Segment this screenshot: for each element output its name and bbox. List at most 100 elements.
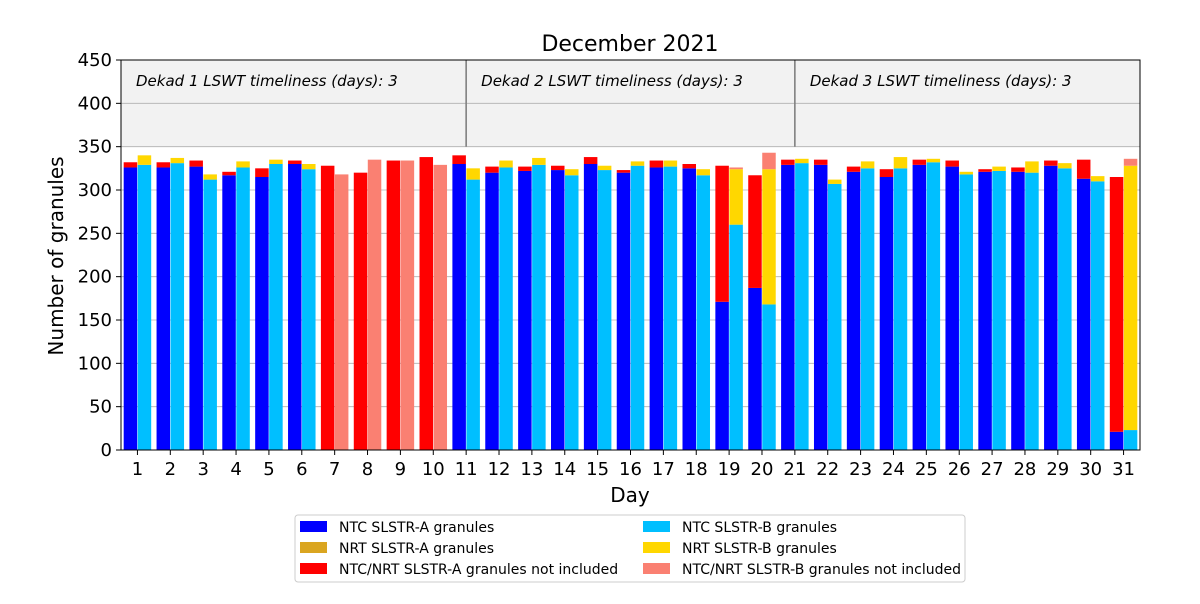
y-tick-label: 200 (78, 267, 112, 288)
y-tick-label: 400 (78, 93, 112, 114)
bar-segment-ntc-slstr-a-granules-day-25 (912, 164, 927, 450)
bar-segment-ntc-nrt-slstr-a-granules-not-included-day-11 (452, 155, 466, 164)
bar-segment-ntc-slstr-a-granules-day-11 (452, 164, 466, 450)
bar-segment-nrt-slstr-b-granules-day-5 (269, 159, 283, 164)
bar-segment-ntc-slstr-a-granules-day-12 (485, 172, 499, 450)
bar-segment-ntc-slstr-a-granules-day-23 (846, 171, 861, 451)
x-tick-label: 4 (230, 459, 241, 480)
bar-segment-ntc-nrt-slstr-a-granules-not-included-day-4 (222, 171, 236, 176)
bar-segment-ntc-slstr-b-granules-day-26 (959, 174, 973, 450)
dekad-label: Dekad 2 LSWT timeliness (days): 3 (481, 72, 743, 90)
bar-segment-nrt-slstr-b-granules-day-20 (762, 169, 776, 305)
bar-segment-nrt-slstr-b-granules-day-28 (1025, 161, 1039, 173)
legend-label: NRT SLSTR-A granules (339, 541, 494, 557)
bar-segment-ntc-nrt-slstr-b-granules-not-included-day-8 (367, 159, 382, 450)
legend-box (294, 514, 966, 583)
bar-segment-ntc-slstr-b-granules-day-21 (795, 163, 809, 450)
bar-segment-ntc-nrt-slstr-a-granules-not-included-day-18 (682, 164, 696, 169)
bar-segment-ntc-nrt-slstr-a-granules-not-included-day-19 (715, 165, 729, 302)
bar-segment-ntc-slstr-a-granules-day-6 (288, 164, 302, 450)
legend-swatch-ntc-nrt-slstr-b-granules-not-included (643, 563, 670, 574)
x-tick-label: 3 (197, 459, 208, 480)
bar-segment-ntc-nrt-slstr-a-granules-not-included-day-31 (1109, 177, 1124, 432)
bar-segment-ntc-nrt-slstr-a-granules-not-included-day-14 (551, 165, 565, 171)
bar-segment-ntc-nrt-slstr-b-granules-not-included-day-20 (762, 152, 776, 170)
bar-segment-ntc-nrt-slstr-a-granules-not-included-day-28 (1011, 167, 1025, 172)
legend-label: NTC/NRT SLSTR-A granules not included (339, 562, 618, 578)
x-tick-label: 9 (395, 459, 406, 480)
bar-segment-nrt-slstr-b-granules-day-14 (565, 169, 579, 176)
x-tick-label: 19 (718, 459, 741, 480)
bar-segment-ntc-slstr-b-granules-day-28 (1025, 172, 1039, 450)
x-tick-label: 7 (329, 459, 340, 480)
bar-segment-ntc-nrt-slstr-b-granules-not-included-day-10 (433, 164, 448, 450)
bar-segment-ntc-slstr-a-granules-day-19 (715, 301, 729, 450)
bar-segment-nrt-slstr-b-granules-day-22 (827, 179, 842, 184)
legend-label: NTC SLSTR-B granules (682, 520, 837, 536)
bar-segment-ntc-nrt-slstr-a-granules-not-included-day-2 (156, 162, 171, 168)
x-tick-label: 6 (296, 459, 307, 480)
bar-segment-ntc-slstr-a-granules-day-28 (1011, 171, 1025, 451)
bar-segment-nrt-slstr-b-granules-day-31 (1123, 165, 1138, 431)
bar-segment-ntc-nrt-slstr-b-granules-not-included-day-9 (400, 160, 415, 451)
bar-segment-ntc-nrt-slstr-a-granules-not-included-day-9 (386, 160, 401, 451)
x-tick-label: 16 (619, 459, 642, 480)
x-tick-label: 20 (751, 459, 774, 480)
x-tick-label: 8 (362, 459, 373, 480)
bar-segment-ntc-slstr-a-granules-day-5 (255, 177, 269, 450)
x-tick-label: 17 (652, 459, 675, 480)
bar-segment-ntc-nrt-slstr-a-granules-not-included-day-23 (846, 166, 861, 172)
x-tick-label: 1 (132, 459, 143, 480)
bar-segment-nrt-slstr-b-granules-day-17 (663, 160, 678, 167)
bar-segment-ntc-slstr-b-granules-day-23 (860, 168, 875, 451)
x-tick-label: 13 (520, 459, 543, 480)
x-tick-label: 26 (948, 459, 971, 480)
bar-segment-nrt-slstr-b-granules-day-24 (893, 157, 908, 169)
bar-segment-ntc-slstr-b-granules-day-22 (827, 183, 842, 450)
bar-segment-ntc-nrt-slstr-a-granules-not-included-day-3 (189, 160, 203, 167)
legend-swatch-nrt-slstr-a-granules (300, 542, 327, 553)
y-tick-label: 150 (78, 310, 112, 331)
x-tick-label: 18 (685, 459, 708, 480)
bar-segment-ntc-nrt-slstr-a-granules-not-included-day-27 (978, 169, 992, 172)
bar-segment-ntc-slstr-a-granules-day-21 (781, 164, 795, 450)
bar-segment-nrt-slstr-b-granules-day-23 (860, 161, 875, 169)
bar-segment-ntc-slstr-b-granules-day-13 (532, 164, 546, 450)
bar-segment-ntc-nrt-slstr-b-granules-not-included-day-19 (729, 167, 743, 170)
y-tick-label: 50 (89, 397, 112, 418)
bar-segment-nrt-slstr-b-granules-day-3 (203, 174, 217, 180)
bar-segment-ntc-nrt-slstr-b-granules-not-included-day-7 (334, 174, 349, 450)
bar-segment-ntc-slstr-b-granules-day-30 (1090, 181, 1105, 451)
x-axis-title: Day (610, 483, 650, 507)
bar-segment-ntc-nrt-slstr-a-granules-not-included-day-30 (1076, 159, 1091, 179)
bar-segment-ntc-slstr-a-granules-day-20 (748, 287, 762, 450)
x-tick-label: 11 (455, 459, 478, 480)
bar-segment-ntc-slstr-b-granules-day-25 (926, 162, 941, 450)
bar-segment-ntc-slstr-a-granules-day-31 (1109, 431, 1124, 450)
bar-segment-ntc-slstr-a-granules-day-13 (518, 170, 532, 450)
bar-segment-ntc-nrt-slstr-a-granules-not-included-day-8 (353, 172, 368, 450)
y-tick-label: 100 (78, 353, 112, 374)
bar-segment-ntc-slstr-a-granules-day-29 (1044, 165, 1058, 450)
bar-segment-nrt-slstr-b-granules-day-13 (532, 157, 546, 165)
bar-segment-nrt-slstr-b-granules-day-18 (696, 169, 710, 176)
x-tick-label: 12 (488, 459, 511, 480)
x-tick-label: 23 (849, 459, 872, 480)
bar-segment-ntc-slstr-a-granules-day-27 (978, 171, 992, 451)
bar-segment-nrt-slstr-b-granules-day-29 (1058, 163, 1072, 169)
plot-frame (120, 59, 1141, 451)
bar-segment-ntc-slstr-b-granules-day-2 (170, 163, 185, 450)
plot-area: 0 50 100 150 200 250 300 350 400 450 Dekad 1 LSWT … (78, 50, 1141, 480)
bar-segment-ntc-slstr-a-granules-day-26 (945, 166, 959, 450)
bar-segment-ntc-slstr-a-granules-day-4 (222, 175, 236, 450)
bar-segment-ntc-slstr-b-granules-day-5 (269, 164, 283, 450)
bar-segment-ntc-slstr-a-granules-day-2 (156, 167, 171, 450)
bar-segment-nrt-slstr-b-granules-day-30 (1090, 176, 1105, 182)
bar-segment-ntc-slstr-a-granules-day-15 (583, 164, 598, 450)
x-tick-label: 2 (165, 459, 176, 480)
bar-segment-ntc-nrt-slstr-a-granules-not-included-day-5 (255, 168, 269, 177)
legend-label: NRT SLSTR-B granules (682, 541, 837, 557)
legend-swatch-nrt-slstr-b-granules (643, 542, 670, 553)
x-tick-label: 14 (553, 459, 576, 480)
bar-segment-ntc-slstr-b-granules-day-15 (597, 170, 612, 451)
